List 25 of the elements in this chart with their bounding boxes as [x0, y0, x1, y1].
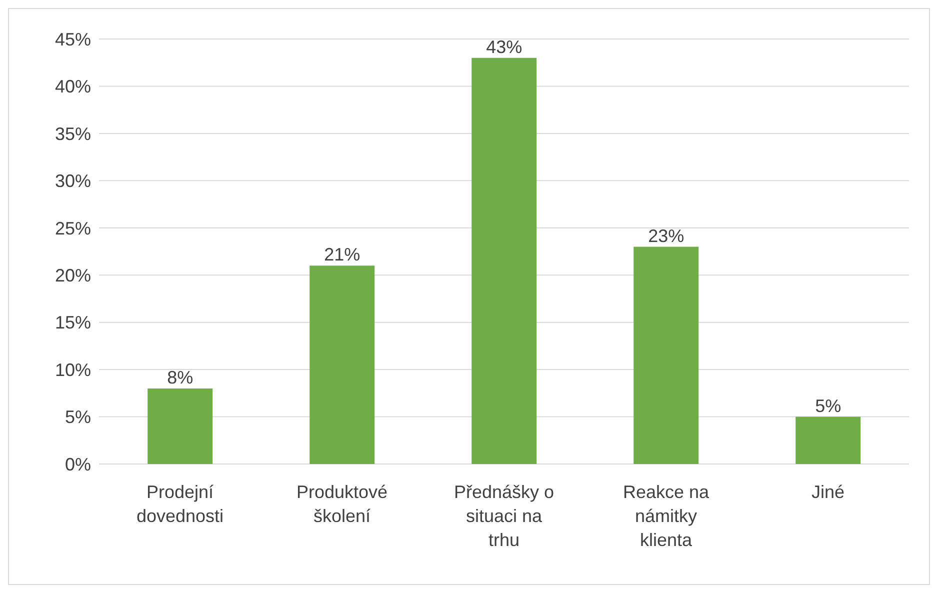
bar [796, 416, 861, 464]
y-tick-label: 30% [54, 171, 91, 192]
y-tick-label: 10% [54, 360, 91, 380]
y-tick-label: 0% [64, 454, 91, 474]
data-label: 43% [486, 36, 522, 57]
bar [310, 266, 375, 464]
bar [634, 246, 699, 464]
x-tick-label: Přednášky o situaci na trhu [454, 482, 554, 550]
y-tick-label: 25% [54, 218, 91, 238]
data-label: 21% [324, 244, 360, 265]
y-tick-label: 20% [54, 266, 91, 286]
x-tick-label: Produktové školení [296, 482, 388, 526]
y-tick-label: 40% [54, 76, 91, 97]
y-tick-label: 15% [54, 312, 91, 333]
data-label: 8% [167, 367, 194, 388]
bar [148, 388, 213, 464]
data-label: 5% [815, 396, 842, 416]
y-tick-label: 5% [64, 407, 91, 428]
x-tick-label: Prodejní dovednosti [136, 482, 224, 526]
bar [472, 58, 537, 464]
data-label: 23% [648, 226, 684, 246]
x-tick-label: Jiné [811, 482, 845, 502]
y-tick-label: 35% [54, 124, 91, 144]
y-tick-label: 45% [54, 29, 91, 50]
x-tick-label: Reakce na námitky klienta [622, 482, 710, 550]
